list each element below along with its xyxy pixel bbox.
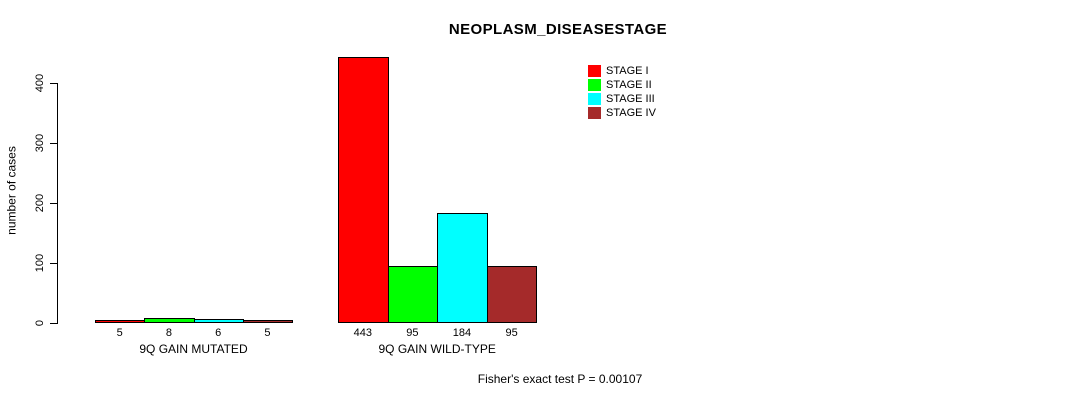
legend-label: STAGE I	[606, 64, 649, 77]
bar-stage-iv	[486, 266, 538, 323]
bar-stage-iii	[437, 212, 488, 323]
stat-annotation: Fisher's exact test P = 0.00107	[477, 372, 643, 386]
y-axis-label: number of cases	[4, 146, 19, 235]
legend-label: STAGE IV	[606, 106, 656, 119]
legend-label: STAGE III	[606, 92, 655, 105]
bar-stage-i	[95, 320, 146, 323]
y-tick-label: 0	[34, 319, 46, 327]
x-group-label: 9Q GAIN WILD-TYPE	[378, 342, 496, 356]
legend-swatch	[588, 107, 601, 119]
y-tick-mark	[50, 143, 57, 144]
bar-value-label: 95	[505, 327, 518, 339]
y-tick-mark	[50, 203, 57, 204]
y-tick-label: 200	[34, 193, 46, 213]
bar-value-label: 6	[215, 327, 222, 339]
y-tick-mark	[50, 323, 57, 324]
bar-stage-iii	[193, 319, 244, 323]
bar-value-label: 5	[116, 327, 123, 339]
bar-value-label: 5	[264, 327, 271, 339]
legend-swatch	[588, 79, 601, 91]
x-group-label: 9Q GAIN MUTATED	[139, 342, 248, 356]
bar-value-label: 95	[406, 327, 419, 339]
bar-stage-ii	[387, 266, 439, 323]
y-tick-label: 400	[34, 73, 46, 93]
bar-value-label: 184	[452, 327, 472, 339]
y-axis-line	[57, 83, 58, 324]
y-tick-label: 100	[34, 253, 46, 273]
legend-item: STAGE IV	[588, 106, 656, 120]
legend-item: STAGE III	[588, 92, 656, 106]
bar-stage-i	[338, 57, 389, 323]
y-tick-mark	[50, 263, 57, 264]
legend-swatch	[588, 93, 601, 105]
legend-item: STAGE I	[588, 64, 656, 78]
bar-value-label: 8	[165, 327, 172, 339]
bar-stage-ii	[144, 318, 195, 323]
legend: STAGE I STAGE II STAGE III STAGE IV	[588, 64, 656, 120]
bar-stage-iv	[242, 320, 293, 323]
y-tick-mark	[50, 83, 57, 84]
chart-title: NEOPLASM_DISEASESTAGE	[448, 21, 668, 38]
legend-item: STAGE II	[588, 78, 656, 92]
legend-swatch	[588, 65, 601, 77]
bar-value-label: 443	[353, 327, 372, 339]
legend-label: STAGE II	[606, 78, 652, 91]
y-tick-label: 300	[34, 133, 46, 153]
